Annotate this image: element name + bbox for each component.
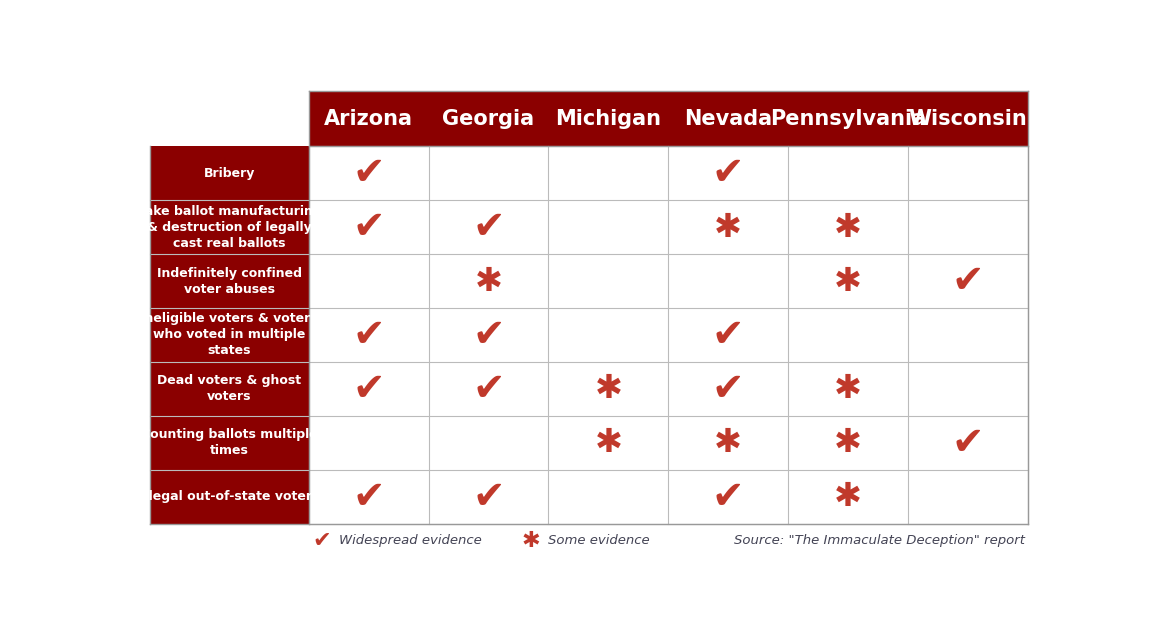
Text: ✱: ✱ <box>834 480 862 513</box>
FancyBboxPatch shape <box>908 146 1028 200</box>
Text: ✔: ✔ <box>353 208 385 246</box>
FancyBboxPatch shape <box>429 470 548 524</box>
Text: Indefinitely confined
voter abuses: Indefinitely confined voter abuses <box>156 266 302 295</box>
FancyBboxPatch shape <box>669 416 788 470</box>
Text: ✔: ✔ <box>712 316 745 354</box>
Text: Georgia: Georgia <box>442 108 534 128</box>
FancyBboxPatch shape <box>908 308 1028 362</box>
Text: Nevada: Nevada <box>684 108 772 128</box>
FancyBboxPatch shape <box>788 200 908 254</box>
Text: Arizona: Arizona <box>324 108 414 128</box>
FancyBboxPatch shape <box>548 362 669 416</box>
FancyBboxPatch shape <box>908 200 1028 254</box>
Text: Widespread evidence: Widespread evidence <box>339 534 481 547</box>
FancyBboxPatch shape <box>309 254 429 308</box>
FancyBboxPatch shape <box>548 254 669 308</box>
FancyBboxPatch shape <box>309 200 429 254</box>
FancyBboxPatch shape <box>548 416 669 470</box>
Text: ✱: ✱ <box>834 265 862 298</box>
Text: Michigan: Michigan <box>555 108 662 128</box>
Text: Ineligible voters & voters
who voted in multiple
states: Ineligible voters & voters who voted in … <box>140 313 318 358</box>
FancyBboxPatch shape <box>669 308 788 362</box>
FancyBboxPatch shape <box>309 416 429 470</box>
Text: Pennsylvania: Pennsylvania <box>770 108 926 128</box>
FancyBboxPatch shape <box>788 470 908 524</box>
Text: ✔: ✔ <box>951 262 985 300</box>
FancyBboxPatch shape <box>429 308 548 362</box>
Text: ✱: ✱ <box>594 426 623 459</box>
FancyBboxPatch shape <box>429 362 548 416</box>
Text: Source: "The Immaculate Deception" report: Source: "The Immaculate Deception" repor… <box>734 534 1025 547</box>
Text: ✱: ✱ <box>834 372 862 405</box>
Text: ✱: ✱ <box>834 211 862 244</box>
Text: Illegal out-of-state voters: Illegal out-of-state voters <box>139 490 319 503</box>
FancyBboxPatch shape <box>669 470 788 524</box>
FancyBboxPatch shape <box>669 146 788 200</box>
FancyBboxPatch shape <box>908 470 1028 524</box>
FancyBboxPatch shape <box>429 254 548 308</box>
Text: ✔: ✔ <box>353 478 385 516</box>
Text: ✔: ✔ <box>712 370 745 408</box>
FancyBboxPatch shape <box>309 362 429 416</box>
FancyBboxPatch shape <box>429 146 548 200</box>
Text: ✔: ✔ <box>353 154 385 193</box>
FancyBboxPatch shape <box>908 416 1028 470</box>
Text: ✱: ✱ <box>834 426 862 459</box>
FancyBboxPatch shape <box>788 146 908 200</box>
FancyBboxPatch shape <box>548 308 669 362</box>
Text: ✱: ✱ <box>715 211 742 244</box>
Text: Some evidence: Some evidence <box>548 534 650 547</box>
FancyBboxPatch shape <box>309 470 429 524</box>
Text: ✔: ✔ <box>353 370 385 408</box>
FancyBboxPatch shape <box>429 416 548 470</box>
FancyBboxPatch shape <box>788 416 908 470</box>
FancyBboxPatch shape <box>548 200 669 254</box>
Text: ✔: ✔ <box>353 316 385 354</box>
Text: Fake ballot manufacturing
& destruction of legally
cast real ballots: Fake ballot manufacturing & destruction … <box>137 205 322 250</box>
FancyBboxPatch shape <box>908 362 1028 416</box>
FancyBboxPatch shape <box>788 308 908 362</box>
Text: ✱: ✱ <box>475 265 502 298</box>
FancyBboxPatch shape <box>669 362 788 416</box>
FancyBboxPatch shape <box>788 362 908 416</box>
Text: Bribery: Bribery <box>203 167 255 180</box>
Text: Dead voters & ghost
voters: Dead voters & ghost voters <box>157 374 301 403</box>
FancyBboxPatch shape <box>309 146 429 200</box>
FancyBboxPatch shape <box>309 308 429 362</box>
Text: ✱: ✱ <box>594 372 623 405</box>
FancyBboxPatch shape <box>669 200 788 254</box>
Text: ✔: ✔ <box>951 424 985 462</box>
Text: ✱: ✱ <box>715 426 742 459</box>
Text: ✱: ✱ <box>522 530 540 551</box>
FancyBboxPatch shape <box>548 146 669 200</box>
Text: ✔: ✔ <box>313 530 331 551</box>
Text: ✔: ✔ <box>712 478 745 516</box>
FancyBboxPatch shape <box>669 254 788 308</box>
FancyBboxPatch shape <box>548 470 669 524</box>
Text: ✔: ✔ <box>472 370 504 408</box>
FancyBboxPatch shape <box>149 146 309 524</box>
FancyBboxPatch shape <box>788 254 908 308</box>
Text: ✔: ✔ <box>472 316 504 354</box>
Text: ✔: ✔ <box>472 208 504 246</box>
FancyBboxPatch shape <box>309 91 1028 146</box>
Text: Counting ballots multiple
times: Counting ballots multiple times <box>141 428 317 457</box>
Text: Wisconsin: Wisconsin <box>909 108 1027 128</box>
FancyBboxPatch shape <box>908 254 1028 308</box>
Text: ✔: ✔ <box>712 154 745 193</box>
FancyBboxPatch shape <box>429 200 548 254</box>
Text: ✔: ✔ <box>472 478 504 516</box>
